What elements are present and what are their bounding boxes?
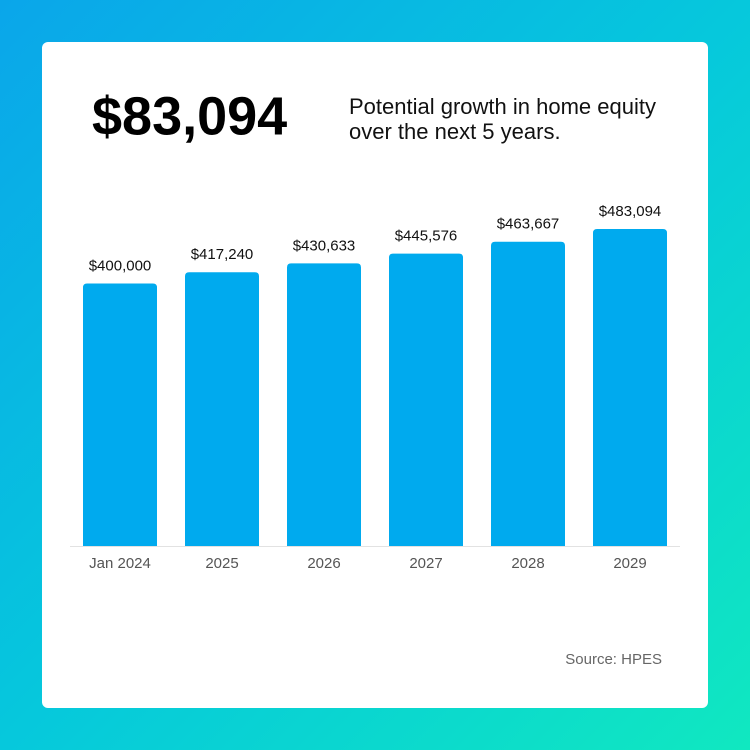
bar <box>185 272 259 546</box>
x-tick-label: 2027 <box>409 555 442 572</box>
bar <box>287 263 361 546</box>
x-tick-label: 2026 <box>307 555 340 572</box>
source: Source: HPES <box>565 651 662 668</box>
bar <box>389 253 463 546</box>
value-label: $463,667 <box>497 216 560 233</box>
value-label: $430,633 <box>293 237 356 254</box>
bar <box>491 241 565 546</box>
value-label: $445,576 <box>395 228 458 245</box>
headline: $83,094 <box>92 86 287 146</box>
bar <box>83 283 157 546</box>
value-label: $483,094 <box>599 203 662 220</box>
value-label: $417,240 <box>191 246 254 263</box>
x-tick-label: 2029 <box>613 555 646 572</box>
x-tick-label: 2025 <box>205 555 238 572</box>
bar <box>593 229 667 546</box>
x-tick-label: Jan 2024 <box>89 555 151 572</box>
x-tick-label: 2028 <box>511 555 544 572</box>
subtitle: Potential growth in home equity over the… <box>349 94 656 144</box>
value-label: $400,000 <box>89 257 152 274</box>
